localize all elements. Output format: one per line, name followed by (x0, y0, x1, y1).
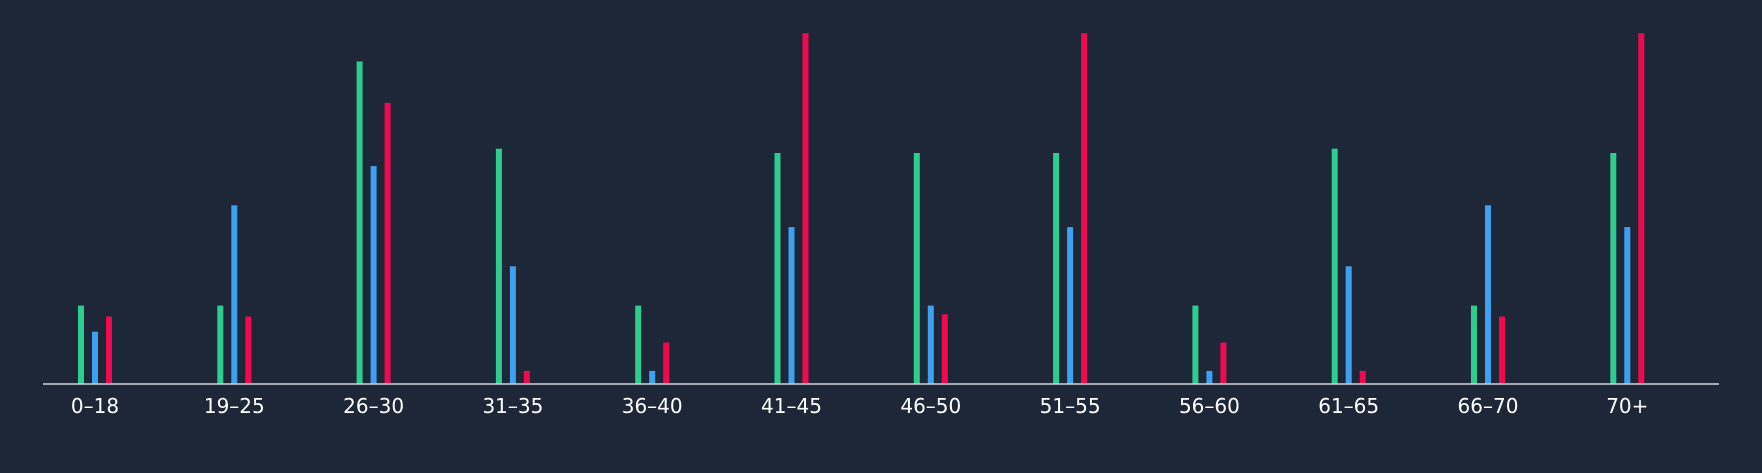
bar-1-12 (1610, 153, 1617, 384)
x-tick-labels: 0–18 19–25 26–30 31–35 36–40 41–45 46–50 51–55 5… (71, 394, 1649, 418)
bar-2-8 (1067, 227, 1074, 384)
bar-3-12 (1638, 33, 1645, 384)
x-tick-label: 26–30 (343, 394, 404, 418)
x-tick-label: 70+ (1606, 394, 1648, 418)
bar-2-1 (92, 331, 98, 384)
x-tick-label: 31–35 (482, 394, 543, 418)
bar-2-10 (1345, 266, 1352, 384)
bar-3-3 (384, 102, 391, 385)
bar-2-5 (649, 370, 656, 384)
x-tick-label: 41–45 (761, 394, 822, 418)
bar-1-4 (495, 148, 502, 384)
x-tick-label: 19–25 (204, 394, 265, 418)
bar-1-6 (774, 153, 781, 384)
bar-3-4 (523, 370, 530, 384)
bar-1-9 (1192, 305, 1199, 384)
x-tick-label: 0–18 (71, 394, 119, 418)
bar-3-7 (941, 314, 948, 384)
bar-2-7 (927, 305, 934, 384)
bar-3-1 (106, 316, 112, 384)
x-tick-label: 61–65 (1318, 394, 1379, 418)
bar-1-1 (78, 305, 84, 384)
x-tick-label: 66–70 (1458, 394, 1519, 418)
bar-2-2 (231, 205, 238, 384)
bar-3-8 (1081, 33, 1088, 384)
bar-2-11 (1485, 205, 1491, 384)
bar-3-9 (1220, 342, 1227, 384)
bar-2-9 (1206, 370, 1213, 384)
bar-1-10 (1331, 148, 1338, 384)
bar-3-6 (802, 33, 809, 384)
bar-1-7 (913, 153, 920, 384)
bar-2-12 (1624, 227, 1631, 384)
bar-3-5 (663, 342, 670, 384)
bar-3-2 (245, 316, 252, 384)
bar-3-10 (1359, 370, 1366, 384)
bar-1-3 (356, 61, 363, 384)
bar-2-4 (509, 266, 516, 384)
x-tick-label: 36–40 (622, 394, 683, 418)
bar-1-11 (1471, 305, 1477, 384)
x-tick-label: 46–50 (900, 394, 961, 418)
bar-1-8 (1053, 153, 1060, 384)
bar-group (78, 33, 1645, 385)
bar-1-2 (217, 305, 224, 384)
bar-2-6 (788, 227, 795, 384)
x-tick-label: 56–60 (1179, 394, 1240, 418)
bar-2-3 (370, 166, 377, 384)
bar-1-5 (635, 305, 642, 384)
x-tick-label: 51–55 (1040, 394, 1101, 418)
bar-3-11 (1499, 316, 1505, 384)
